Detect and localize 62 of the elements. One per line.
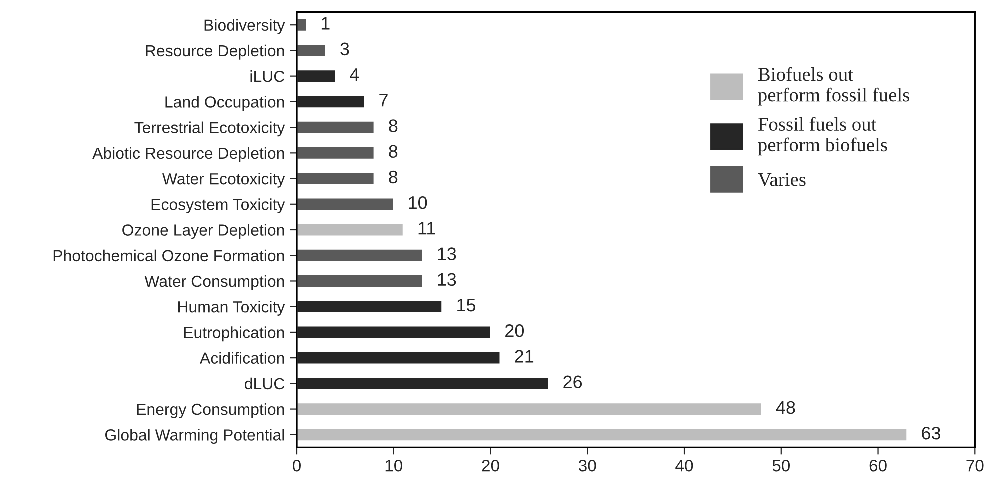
y-tick-label: Water Consumption: [144, 275, 284, 290]
bar: [297, 172, 376, 186]
y-tick-label: iLUC: [250, 70, 285, 82]
y-tick-label: Water Ecotoxicity: [162, 172, 286, 188]
legend-label: Fossil fuels out perform biofuels: [758, 117, 888, 156]
y-tick-label: Global Warming Potential: [106, 429, 284, 444]
bar: [297, 69, 336, 84]
bar: [297, 376, 550, 391]
data-label: 13: [438, 248, 456, 260]
bar: [297, 428, 908, 442]
y-tick-label: dLUC: [245, 378, 285, 390]
x-tick-label: 70: [966, 460, 984, 472]
data-label: 20: [506, 324, 524, 338]
y-tick-label: Ozone Layer Depletion: [122, 224, 284, 240]
bar: [297, 146, 376, 160]
bar: [297, 402, 763, 416]
data-label: 10: [409, 196, 428, 210]
x-tick-label: 40: [676, 460, 694, 472]
bar: [297, 120, 376, 135]
y-tick-label: Acidification: [200, 352, 284, 364]
y-tick-label: Resource Depletion: [146, 44, 284, 60]
data-label: 8: [389, 120, 398, 132]
y-tick-label: Photochemical Ozone Formation: [54, 250, 284, 262]
bar: [297, 197, 395, 212]
legend-label: Varies: [758, 173, 806, 186]
y-tick-label: Biodiversity: [204, 19, 286, 34]
legend-label: Biofuels out perform fossil fuels: [758, 67, 910, 106]
data-label: 63: [922, 426, 941, 440]
bar: [297, 325, 492, 340]
y-tick-label: Ecosystem Toxicity: [152, 198, 286, 214]
data-label: 8: [389, 145, 398, 158]
y-tick-label: Abiotic Resource Depletion: [92, 147, 284, 162]
bar: [297, 18, 308, 32]
y-tick-label: Energy Consumption: [137, 404, 284, 418]
bar: [297, 44, 327, 58]
bar: [297, 300, 444, 314]
data-label: 4: [350, 68, 360, 81]
data-label: 26: [564, 376, 582, 389]
bar: [297, 222, 404, 238]
y-tick-label: Human Toxicity: [178, 301, 286, 316]
data-label: 48: [776, 401, 796, 414]
x-tick-label: 10: [386, 460, 402, 472]
data-label: 11: [418, 222, 436, 235]
data-label: 13: [438, 273, 456, 286]
data-label: 21: [515, 350, 534, 363]
data-label: 8: [389, 170, 398, 184]
x-tick-label: 20: [482, 460, 500, 472]
bar: [297, 274, 424, 288]
bar: [297, 94, 366, 110]
y-tick-label: Land Occupation: [166, 96, 284, 112]
x-tick-label: 50: [772, 460, 790, 472]
bar: [297, 350, 502, 366]
data-label: 3: [340, 42, 350, 56]
x-tick-label: 0: [293, 460, 301, 472]
y-tick-label: Eutrophication: [184, 326, 284, 342]
x-tick-label: 60: [870, 460, 887, 472]
data-label: 1: [322, 17, 330, 30]
y-tick-label: Terrestrial Ecotoxicity: [134, 122, 286, 137]
data-label: 15: [458, 299, 476, 312]
data-label: 7: [380, 94, 388, 107]
x-tick-label: 30: [579, 460, 596, 472]
bar: [297, 248, 424, 263]
